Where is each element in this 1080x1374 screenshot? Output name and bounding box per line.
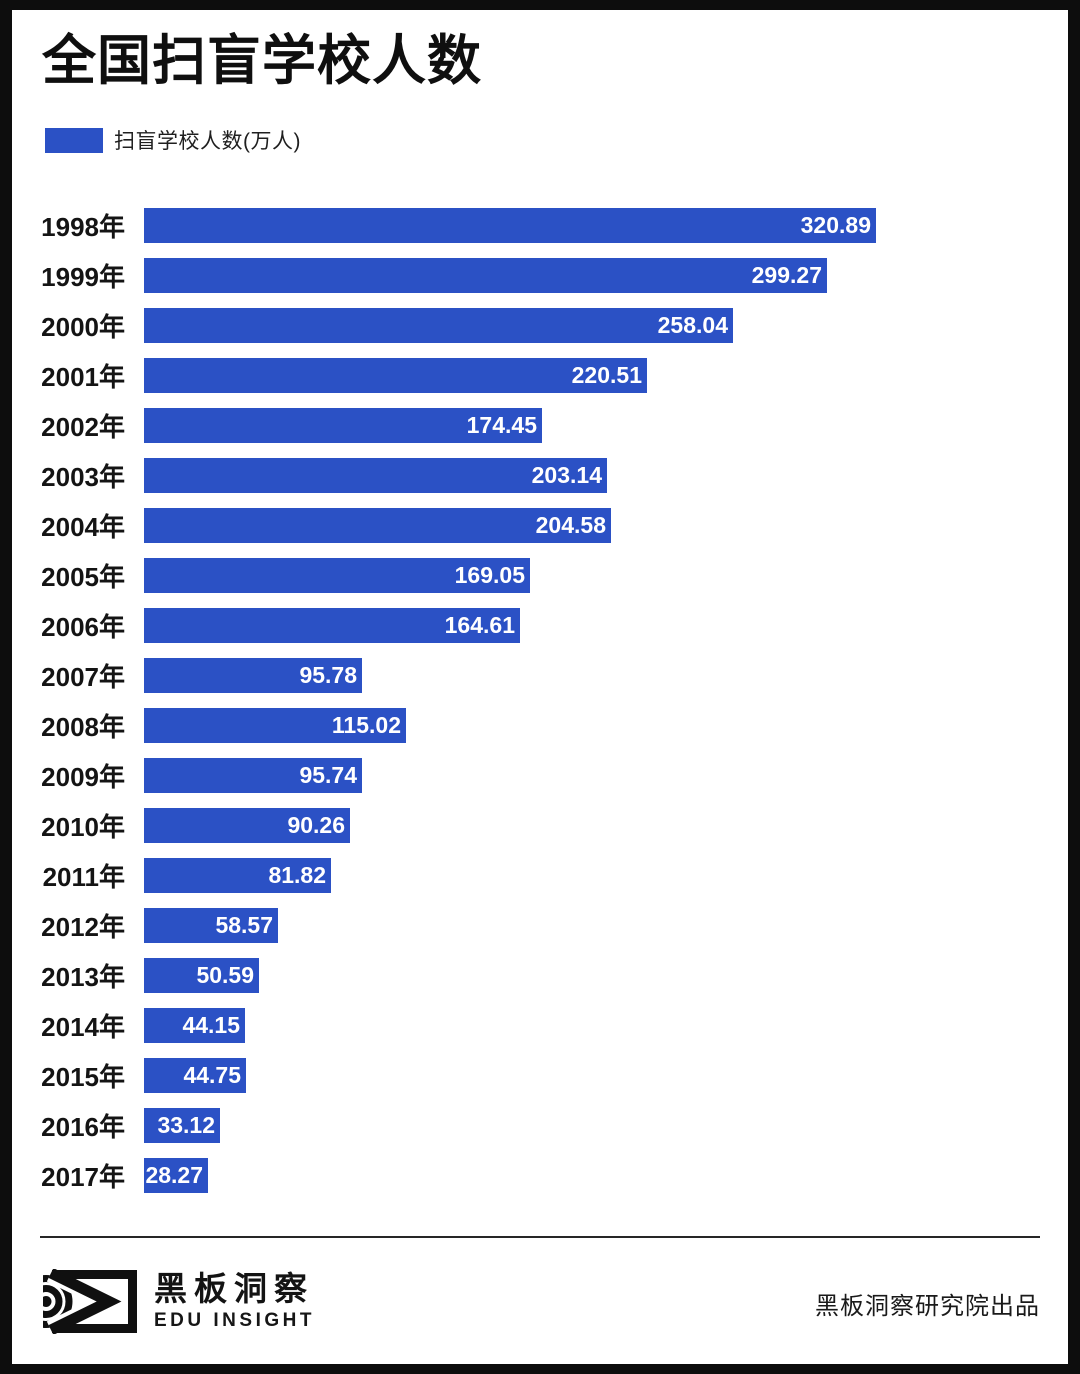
bar-row: 2011年 81.82 xyxy=(30,850,1060,900)
year-label: 2006年 xyxy=(41,611,125,642)
footer-logo: 黑板洞察 EDU INSIGHT xyxy=(43,1269,315,1334)
bar-row: 2005年 169.05 xyxy=(30,550,1060,600)
value-label: 44.15 xyxy=(182,1011,240,1038)
year-label: 2017年 xyxy=(41,1161,125,1192)
bar-row: 2012年 58.57 xyxy=(30,900,1060,950)
bar: 90.26 xyxy=(144,807,350,843)
bar: 203.14 xyxy=(144,457,607,493)
year-label: 1999年 xyxy=(41,261,125,292)
year-label: 2009年 xyxy=(41,761,125,792)
value-label: 299.27 xyxy=(751,261,822,288)
bar: 220.51 xyxy=(144,357,647,393)
bar-row: 1998年 320.89 xyxy=(30,200,1060,250)
legend-label: 扫盲学校人数(万人) xyxy=(114,130,301,153)
bar: 50.59 xyxy=(144,957,259,993)
bar-row: 2004年 204.58 xyxy=(30,500,1060,550)
value-label: 164.61 xyxy=(444,611,515,638)
year-label: 2005年 xyxy=(41,561,125,592)
bar: 44.15 xyxy=(144,1007,245,1043)
bar: 81.82 xyxy=(144,857,331,893)
footer-divider xyxy=(40,1236,1040,1238)
year-label: 2013年 xyxy=(41,961,125,992)
bar: 320.89 xyxy=(144,207,876,243)
value-label: 50.59 xyxy=(196,961,254,988)
bar-row: 2015年 44.75 xyxy=(30,1050,1060,1100)
value-label: 28.27 xyxy=(145,1161,203,1188)
bar-row: 2003年 203.14 xyxy=(30,450,1060,500)
year-label: 2001年 xyxy=(41,361,125,392)
year-label: 2008年 xyxy=(41,711,125,742)
value-label: 203.14 xyxy=(531,461,602,488)
bar-row: 2014年 44.15 xyxy=(30,1000,1060,1050)
bar: 299.27 xyxy=(144,257,827,293)
logo-name-cn: 黑板洞察 xyxy=(154,1269,314,1307)
value-label: 320.89 xyxy=(800,211,871,238)
infographic-canvas: 全国扫盲学校人数 扫盲学校人数(万人) 1998年 320.89 1999年 299.… xyxy=(12,10,1068,1364)
bar: 169.05 xyxy=(144,557,530,593)
value-label: 33.12 xyxy=(157,1111,215,1138)
bar: 115.02 xyxy=(144,707,406,743)
year-label: 1998年 xyxy=(41,211,125,242)
bar-row: 2009年 95.74 xyxy=(30,750,1060,800)
year-label: 2004年 xyxy=(41,511,125,542)
bar-row: 2000年 258.04 xyxy=(30,300,1060,350)
bar-chart: 1998年 320.89 1999年 299.27 2000年 258.04 2001年 22… xyxy=(30,200,1060,1200)
bar-row: 2001年 220.51 xyxy=(30,350,1060,400)
bar-row: 2007年 95.78 xyxy=(30,650,1060,700)
value-label: 204.58 xyxy=(535,511,606,538)
footer-credit: 黑板洞察研究院出品 xyxy=(815,1293,1040,1320)
bar: 174.45 xyxy=(144,407,542,443)
year-label: 2007年 xyxy=(41,661,125,692)
year-label: 2003年 xyxy=(41,461,125,492)
bar-row: 2017年 28.27 xyxy=(30,1150,1060,1200)
bar: 95.74 xyxy=(144,757,362,793)
bar: 44.75 xyxy=(144,1057,246,1093)
year-label: 2014年 xyxy=(41,1011,125,1042)
value-label: 174.45 xyxy=(466,411,537,438)
bar: 58.57 xyxy=(144,907,278,943)
value-label: 258.04 xyxy=(657,311,728,338)
year-label: 2010年 xyxy=(41,811,125,842)
bar: 204.58 xyxy=(144,507,611,543)
year-label: 2015年 xyxy=(41,1061,125,1092)
bar: 33.12 xyxy=(144,1107,220,1143)
value-label: 95.78 xyxy=(299,661,357,688)
bar: 258.04 xyxy=(144,307,733,343)
value-label: 58.57 xyxy=(215,911,273,938)
legend: 扫盲学校人数(万人) xyxy=(45,125,301,155)
bar: 28.27 xyxy=(144,1157,208,1193)
page-title: 全国扫盲学校人数 xyxy=(42,31,482,91)
logo-name-en: EDU INSIGHT xyxy=(154,1309,315,1331)
logo-text: 黑板洞察 EDU INSIGHT xyxy=(154,1272,315,1332)
eye-icon xyxy=(43,1269,137,1334)
value-label: 115.02 xyxy=(331,711,401,738)
bar-row: 2013年 50.59 xyxy=(30,950,1060,1000)
bar: 164.61 xyxy=(144,607,520,643)
bar-row: 2016年 33.12 xyxy=(30,1100,1060,1150)
year-label: 2011年 xyxy=(42,861,125,892)
bar-row: 2008年 115.02 xyxy=(30,700,1060,750)
value-label: 81.82 xyxy=(268,861,326,888)
bar-row: 2006年 164.61 xyxy=(30,600,1060,650)
bar-row: 2010年 90.26 xyxy=(30,800,1060,850)
legend-swatch xyxy=(45,127,103,153)
value-label: 44.75 xyxy=(183,1061,241,1088)
year-label: 2012年 xyxy=(41,911,125,942)
value-label: 169.05 xyxy=(454,561,525,588)
year-label: 2002年 xyxy=(41,411,125,442)
value-label: 220.51 xyxy=(571,361,642,388)
bar: 95.78 xyxy=(144,657,362,693)
value-label: 95.74 xyxy=(299,761,357,788)
year-label: 2000年 xyxy=(41,311,125,342)
bar-row: 2002年 174.45 xyxy=(30,400,1060,450)
value-label: 90.26 xyxy=(287,811,345,838)
year-label: 2016年 xyxy=(41,1111,125,1142)
bar-row: 1999年 299.27 xyxy=(30,250,1060,300)
